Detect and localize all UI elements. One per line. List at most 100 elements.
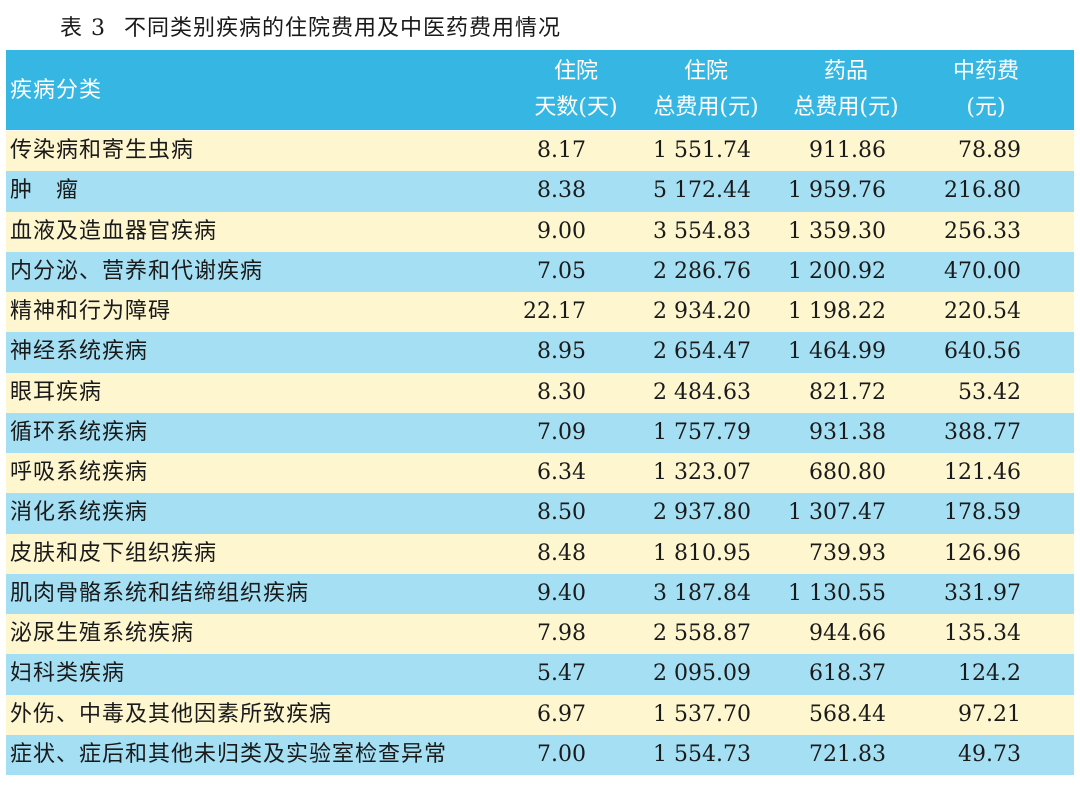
disease-category-cell: 神经系统疾病 xyxy=(10,339,149,365)
drug-cost-cell: 931.38 xyxy=(809,419,886,445)
table-row: 神经系统疾病 8.95 2 654.47 1 464.99 640.56 xyxy=(6,332,1074,373)
drug-cost-cell: 1 359.30 xyxy=(788,218,886,244)
header-tcm-cost: 中药费 (元) xyxy=(916,54,1056,130)
total-cost-cell: 1 537.70 xyxy=(653,701,751,727)
drug-cost-cell: 911.86 xyxy=(809,138,886,163)
disease-category-cell: 消化系统疾病 xyxy=(10,500,149,526)
total-cost-cell: 2 484.63 xyxy=(653,379,751,405)
total-cost-cell: 2 095.09 xyxy=(653,661,751,687)
tcm-cost-cell: 49.73 xyxy=(958,741,1021,767)
disease-category-cell: 眼耳疾病 xyxy=(10,379,103,405)
drug-cost-cell: 1 130.55 xyxy=(788,580,886,606)
disease-category-cell: 肿 瘤 xyxy=(10,178,80,204)
table-row: 循环系统疾病 7.09 1 757.79 931.38 388.77 xyxy=(6,412,1074,453)
table-row: 精神和行为障碍 22.17 2 934.20 1 198.22 220.54 xyxy=(6,292,1074,333)
table-row: 肿 瘤 8.38 5 172.44 1 959.76 216.80 xyxy=(6,171,1074,212)
header-line: 总费用(元) xyxy=(653,95,759,120)
table-row: 皮肤和皮下组织疾病 8.48 1 810.95 739.93 126.96 xyxy=(6,533,1074,574)
table-row: 传染病和寄生虫病 8.17 1 551.74 911.86 78.89 xyxy=(6,131,1074,172)
total-cost-cell: 3 187.84 xyxy=(653,580,751,606)
disease-category-cell: 妇科类疾病 xyxy=(10,661,126,687)
drug-cost-cell: 1 464.99 xyxy=(788,339,886,365)
header-hospital-days: 住院 天数(天) xyxy=(506,54,646,130)
table-row: 外伤、中毒及其他因素所致疾病 6.97 1 537.70 568.44 97.21 xyxy=(6,694,1074,735)
tcm-cost-cell: 124.2 xyxy=(958,661,1021,687)
hospital-days-cell: 9.40 xyxy=(537,580,586,606)
table-caption: 表 3 不同类别疾病的住院费用及中医药费用情况 xyxy=(60,12,561,46)
header-line: (元) xyxy=(966,95,1006,120)
table-row: 消化系统疾病 8.50 2 937.80 1 307.47 178.59 xyxy=(6,493,1074,534)
hospital-days-cell: 22.17 xyxy=(523,299,586,324)
tcm-cost-cell: 97.21 xyxy=(958,701,1021,727)
total-cost-cell: 2 286.76 xyxy=(653,258,751,284)
disease-category-cell: 皮肤和皮下组织疾病 xyxy=(10,540,218,566)
header-total-cost: 住院 总费用(元) xyxy=(636,54,776,130)
hospital-days-cell: 8.38 xyxy=(537,178,586,204)
hospital-days-cell: 7.05 xyxy=(537,258,586,284)
header-drug-cost: 药品 总费用(元) xyxy=(776,54,916,130)
disease-category-cell: 肌肉骨骼系统和结缔组织疾病 xyxy=(10,580,310,606)
hospital-days-cell: 7.09 xyxy=(537,419,586,445)
drug-cost-cell: 739.93 xyxy=(809,540,886,566)
total-cost-cell: 2 558.87 xyxy=(653,621,751,646)
hospital-days-cell: 8.48 xyxy=(537,540,586,566)
table-row: 血液及造血器官疾病 9.00 3 554.83 1 359.30 256.33 xyxy=(6,211,1074,252)
table-row: 泌尿生殖系统疾病 7.98 2 558.87 944.66 135.34 xyxy=(6,614,1074,655)
total-cost-cell: 2 934.20 xyxy=(653,299,751,324)
disease-category-cell: 精神和行为障碍 xyxy=(10,299,172,324)
table-row: 妇科类疾病 5.47 2 095.09 618.37 124.2 xyxy=(6,654,1074,695)
drug-cost-cell: 1 959.76 xyxy=(788,178,886,204)
disease-category-cell: 外伤、中毒及其他因素所致疾病 xyxy=(10,701,333,727)
drug-cost-cell: 721.83 xyxy=(809,741,886,767)
drug-cost-cell: 680.80 xyxy=(809,460,886,485)
table-body: 传染病和寄生虫病 8.17 1 551.74 911.86 78.89 肿 瘤 8.38 5 … xyxy=(6,131,1074,775)
tcm-cost-cell: 256.33 xyxy=(944,218,1021,244)
disease-category-cell: 症状、症后和其他未归类及实验室检查异常 xyxy=(10,741,448,767)
disease-category-cell: 血液及造血器官疾病 xyxy=(10,218,218,244)
tcm-cost-cell: 135.34 xyxy=(944,621,1021,646)
tcm-cost-cell: 470.00 xyxy=(944,258,1021,284)
tcm-cost-cell: 178.59 xyxy=(944,500,1021,526)
hospital-days-cell: 8.95 xyxy=(537,339,586,365)
hospital-days-cell: 7.98 xyxy=(537,621,586,646)
table-row: 眼耳疾病 8.30 2 484.63 821.72 53.42 xyxy=(6,372,1074,413)
table-row: 症状、症后和其他未归类及实验室检查异常 7.00 1 554.73 721.83 49.… xyxy=(6,734,1074,775)
hospital-days-cell: 8.17 xyxy=(537,138,586,163)
hospital-days-cell: 6.97 xyxy=(537,701,586,727)
hospital-days-cell: 8.50 xyxy=(537,500,586,526)
total-cost-cell: 1 757.79 xyxy=(653,419,751,445)
total-cost-cell: 2 654.47 xyxy=(653,339,751,365)
header-line: 住院 xyxy=(553,59,598,84)
header-disease-category: 疾病分类 xyxy=(10,78,103,103)
disease-category-cell: 呼吸系统疾病 xyxy=(10,460,149,485)
total-cost-cell: 3 554.83 xyxy=(653,218,751,244)
tcm-cost-cell: 78.89 xyxy=(958,138,1021,163)
drug-cost-cell: 944.66 xyxy=(809,621,886,646)
tcm-cost-cell: 121.46 xyxy=(944,460,1021,485)
hospital-days-cell: 5.47 xyxy=(537,661,586,687)
tcm-cost-cell: 53.42 xyxy=(958,379,1021,405)
tcm-cost-cell: 216.80 xyxy=(944,178,1021,204)
table-row: 肌肉骨骼系统和结缔组织疾病 9.40 3 187.84 1 130.55 331.97 xyxy=(6,573,1074,614)
header-line: 天数(天) xyxy=(534,95,618,120)
disease-category-cell: 循环系统疾病 xyxy=(10,419,149,445)
tcm-cost-cell: 331.97 xyxy=(944,580,1021,606)
drug-cost-cell: 1 198.22 xyxy=(788,299,886,324)
total-cost-cell: 1 323.07 xyxy=(653,460,751,485)
hospital-days-cell: 7.00 xyxy=(537,741,586,767)
drug-cost-cell: 821.72 xyxy=(809,379,886,405)
table-row: 呼吸系统疾病 6.34 1 323.07 680.80 121.46 xyxy=(6,453,1074,494)
table-header: 疾病分类 住院 天数(天) 住院 总费用(元) 药品 总费用(元) 中药费 (元… xyxy=(6,50,1074,131)
disease-category-cell: 泌尿生殖系统疾病 xyxy=(10,621,195,646)
table-row: 内分泌、营养和代谢疾病 7.05 2 286.76 1 200.92 470.00 xyxy=(6,251,1074,292)
disease-category-cell: 内分泌、营养和代谢疾病 xyxy=(10,258,264,284)
total-cost-cell: 5 172.44 xyxy=(653,178,751,204)
drug-cost-cell: 1 200.92 xyxy=(788,258,886,284)
drug-cost-cell: 568.44 xyxy=(809,701,886,727)
data-table: 疾病分类 住院 天数(天) 住院 总费用(元) 药品 总费用(元) 中药费 (元… xyxy=(6,50,1074,775)
header-line: 总费用(元) xyxy=(793,95,899,120)
tcm-cost-cell: 126.96 xyxy=(944,540,1021,566)
header-line: 住院 xyxy=(683,59,728,84)
header-line: 中药费 xyxy=(952,59,1019,84)
total-cost-cell: 2 937.80 xyxy=(653,500,751,526)
